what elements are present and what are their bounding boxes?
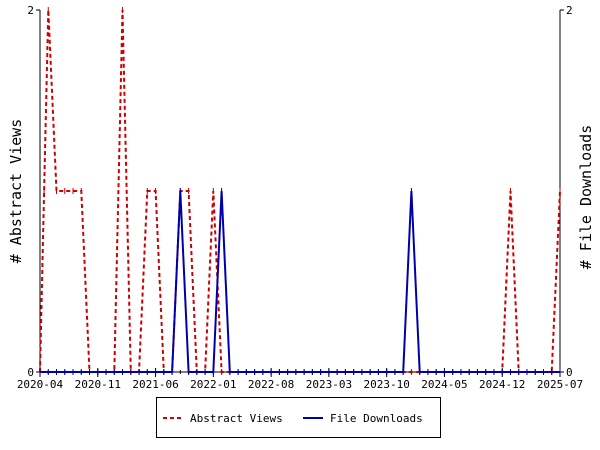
x-tick-label: 2024-05	[421, 378, 467, 391]
x-tick-label: 2023-03	[306, 378, 352, 391]
x-tick-label: 2020-04	[17, 378, 64, 391]
legend-label-file-downloads: File Downloads	[330, 412, 423, 425]
x-tick-label: 2022-01	[190, 378, 236, 391]
x-tick-label: 2023-10	[363, 378, 409, 391]
y-left-tick-label: 2	[27, 4, 34, 17]
x-tick-label: 2025-07	[537, 378, 583, 391]
y-left-tick-label: 0	[27, 366, 34, 379]
legend: Abstract Views File Downloads	[156, 397, 441, 438]
right-axis-title: # File Downloads	[577, 125, 595, 270]
series-lines	[39, 7, 561, 375]
y-right-tick-label: 2	[566, 4, 573, 17]
x-tick-label: 2021-06	[132, 378, 178, 391]
axes: 2020-04 2020-11 2021-06 2022-01 2022-08 2023-…	[17, 4, 583, 391]
x-tick-label: 2020-11	[75, 378, 121, 391]
series-line-abstract-views	[39, 9, 561, 373]
legend-box	[156, 397, 441, 438]
x-tick-label: 2022-08	[248, 378, 294, 391]
x-tick-label: 2024-12	[479, 378, 525, 391]
legend-label-abstract-views: Abstract Views	[190, 412, 283, 425]
y-right-tick-label: 0	[566, 366, 573, 379]
series-line-file-downloads	[40, 190, 560, 373]
left-axis-title: # Abstract Views	[7, 119, 25, 264]
